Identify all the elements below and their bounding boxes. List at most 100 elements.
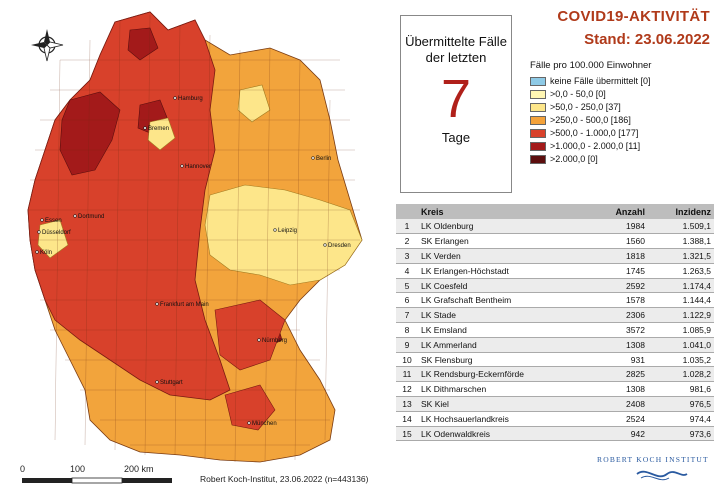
table-row: 5 LK Coesfeld 2592 1.174,4 xyxy=(396,278,714,294)
city-label: München xyxy=(252,421,277,427)
city-marker-icon xyxy=(40,218,44,222)
region-west-pocket xyxy=(37,219,69,259)
cell-rank: 14 xyxy=(396,411,418,427)
cell-name: LK Ammerland xyxy=(418,337,592,353)
table-row: 1 LK Oldenburg 1984 1.509,1 xyxy=(396,219,714,235)
cell-rank: 10 xyxy=(396,352,418,368)
city-marker-icon xyxy=(257,338,261,342)
legend-item: >250,0 - 500,0 [186] xyxy=(530,114,715,126)
germany-map: Hamburg Bremen Berlin Hannover Essen Dortmund… xyxy=(22,11,363,484)
legend-swatch xyxy=(530,102,546,112)
cell-count: 1308 xyxy=(591,337,648,353)
city-label: Hannover xyxy=(185,164,211,170)
seven-day-title: Übermittelte Fälle der letzten xyxy=(405,34,507,65)
table-row: 4 LK Erlangen-Höchstadt 1745 1.263,5 xyxy=(396,263,714,279)
cell-name: LK Hochsauerlandkreis xyxy=(418,411,592,427)
city-label: Dresden xyxy=(328,243,351,249)
rki-wave-icon xyxy=(636,470,688,481)
table-row: 12 LK Dithmarschen 1308 981,6 xyxy=(396,381,714,398)
cell-name: SK Kiel xyxy=(418,396,592,412)
cell-rank: 6 xyxy=(396,292,418,309)
cell-count: 2524 xyxy=(591,411,648,427)
cell-name: SK Erlangen xyxy=(418,233,592,250)
cell-incidence: 981,6 xyxy=(647,381,714,398)
legend-item: >0,0 - 50,0 [0] xyxy=(530,88,715,100)
cell-incidence: 974,4 xyxy=(647,411,714,427)
city-label: Leipzig xyxy=(278,228,297,234)
cell-count: 1308 xyxy=(591,381,648,398)
rank-header xyxy=(396,204,418,219)
table-row: 7 LK Stade 2306 1.122,9 xyxy=(396,307,714,324)
column-header-anzahl: Anzahl xyxy=(591,204,648,219)
cell-rank: 11 xyxy=(396,366,418,383)
city-marker-icon xyxy=(180,164,184,168)
cell-incidence: 1.085,9 xyxy=(647,322,714,338)
table-row: 3 LK Verden 1818 1.321,5 xyxy=(396,248,714,264)
cell-name: LK Coesfeld xyxy=(418,278,592,294)
cell-incidence: 1.122,9 xyxy=(647,307,714,324)
cell-rank: 8 xyxy=(396,322,418,338)
scale-label-200: 200 km xyxy=(124,464,154,474)
cell-incidence: 1.509,1 xyxy=(647,219,714,235)
city-label: Essen xyxy=(45,218,62,224)
legend-swatch xyxy=(530,76,546,86)
city-marker-icon xyxy=(247,421,251,425)
city-label: Hamburg xyxy=(178,96,203,102)
cell-count: 2408 xyxy=(591,396,648,412)
legend-swatch xyxy=(530,154,546,164)
cell-rank: 4 xyxy=(396,263,418,279)
right-panel: Übermittelte Fälle der letzten 7 Tage CO… xyxy=(392,0,720,495)
legend-heading: Fälle pro 100.000 Einwohner xyxy=(530,60,652,71)
city-marker-icon xyxy=(311,156,315,160)
cell-name: LK Emsland xyxy=(418,322,592,338)
rki-logo: ROBERT KOCH INSTITUT xyxy=(597,455,715,491)
title-block: COVID19-AKTIVITÄT Stand: 23.06.2022 xyxy=(520,8,710,48)
cell-count: 3572 xyxy=(591,322,648,338)
column-header-inzidenz: Inzidenz xyxy=(647,204,714,219)
cell-count: 1560 xyxy=(591,233,648,250)
cell-name: LK Grafschaft Bentheim xyxy=(418,292,592,309)
cell-rank: 13 xyxy=(396,396,418,412)
cell-rank: 3 xyxy=(396,248,418,264)
cell-name: LK Stade xyxy=(418,307,592,324)
scale-bar xyxy=(22,477,172,484)
city-marker-icon xyxy=(37,230,41,234)
cell-incidence: 1.041,0 xyxy=(647,337,714,353)
cell-count: 1818 xyxy=(591,248,648,264)
legend-swatch xyxy=(530,141,546,151)
map-panel: Hamburg Bremen Berlin Hannover Essen Dortmund… xyxy=(20,11,369,484)
cell-name: LK Rendsburg-Eckernförde xyxy=(418,366,592,383)
region-east-pocket xyxy=(237,84,271,123)
cell-count: 1984 xyxy=(591,219,648,235)
table-row: 11 LK Rendsburg-Eckernförde 2825 1.028,2 xyxy=(396,366,714,383)
city-marker-icon xyxy=(155,302,159,306)
seven-day-box: Übermittelte Fälle der letzten 7 Tage xyxy=(400,15,512,193)
cell-rank: 9 xyxy=(396,337,418,353)
legend-swatch xyxy=(530,89,546,99)
rki-logo-text: ROBERT KOCH INSTITUT xyxy=(597,455,709,464)
city-label: Berlin xyxy=(316,156,331,162)
legend-label: >0,0 - 50,0 [0] xyxy=(550,89,606,99)
column-header-kreis: Kreis xyxy=(418,204,592,219)
seven-day-unit: Tage xyxy=(441,130,471,145)
cell-incidence: 1.174,4 xyxy=(647,278,714,294)
cell-rank: 12 xyxy=(396,381,418,398)
cell-count: 931 xyxy=(591,352,648,368)
legend-label: >500,0 - 1.000,0 [177] xyxy=(550,128,639,138)
cell-rank: 15 xyxy=(396,426,418,442)
cell-incidence: 976,5 xyxy=(647,396,714,412)
cell-rank: 7 xyxy=(396,307,418,324)
cell-count: 1578 xyxy=(591,292,648,309)
city-label: Stuttgart xyxy=(160,380,183,386)
legend-item: >1.000,0 - 2.000,0 [11] xyxy=(530,140,715,152)
page-title: COVID19-AKTIVITÄT xyxy=(557,8,710,25)
cell-name: LK Oldenburg xyxy=(418,219,592,235)
cell-name: LK Dithmarschen xyxy=(418,381,592,398)
cell-incidence: 973,6 xyxy=(647,426,714,442)
city-marker-icon xyxy=(143,126,147,130)
table-row: 8 LK Emsland 3572 1.085,9 xyxy=(396,322,714,338)
legend-label: >1.000,0 - 2.000,0 [11] xyxy=(550,141,641,151)
cell-incidence: 1.144,4 xyxy=(647,292,714,309)
cell-count: 942 xyxy=(591,426,648,442)
compass-icon xyxy=(31,29,64,62)
